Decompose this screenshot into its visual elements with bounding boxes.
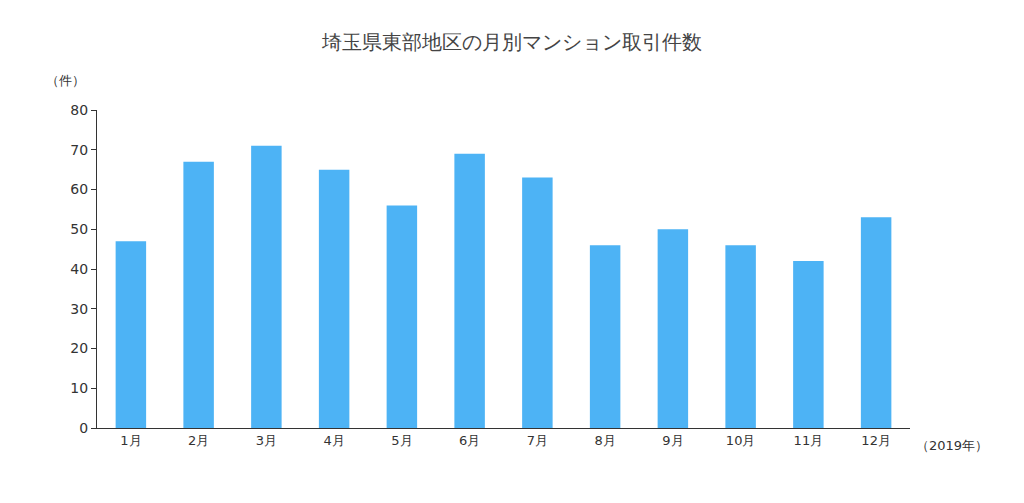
svg-text:7月: 7月 — [527, 433, 548, 448]
svg-text:80: 80 — [70, 102, 88, 118]
svg-text:10月: 10月 — [726, 433, 756, 448]
svg-text:60: 60 — [70, 181, 88, 197]
svg-text:6月: 6月 — [459, 433, 480, 448]
svg-text:40: 40 — [70, 261, 88, 277]
svg-text:8月: 8月 — [594, 433, 615, 448]
svg-text:4月: 4月 — [323, 433, 344, 448]
svg-text:（2019年）: （2019年） — [916, 438, 988, 453]
svg-text:（件）: （件） — [46, 73, 85, 88]
svg-text:10: 10 — [70, 380, 88, 396]
svg-text:9月: 9月 — [662, 433, 683, 448]
svg-text:2月: 2月 — [188, 433, 209, 448]
svg-text:12月: 12月 — [861, 433, 891, 448]
svg-text:0: 0 — [79, 420, 88, 436]
svg-text:11月: 11月 — [794, 433, 824, 448]
svg-text:1月: 1月 — [120, 433, 141, 448]
svg-text:埼玉県東部地区の月別マンション取引件数: 埼玉県東部地区の月別マンション取引件数 — [321, 30, 702, 54]
svg-text:30: 30 — [70, 301, 88, 317]
svg-text:5月: 5月 — [391, 433, 412, 448]
svg-text:20: 20 — [70, 340, 88, 356]
svg-text:50: 50 — [70, 221, 88, 237]
svg-text:70: 70 — [70, 142, 88, 158]
svg-text:3月: 3月 — [256, 433, 277, 448]
